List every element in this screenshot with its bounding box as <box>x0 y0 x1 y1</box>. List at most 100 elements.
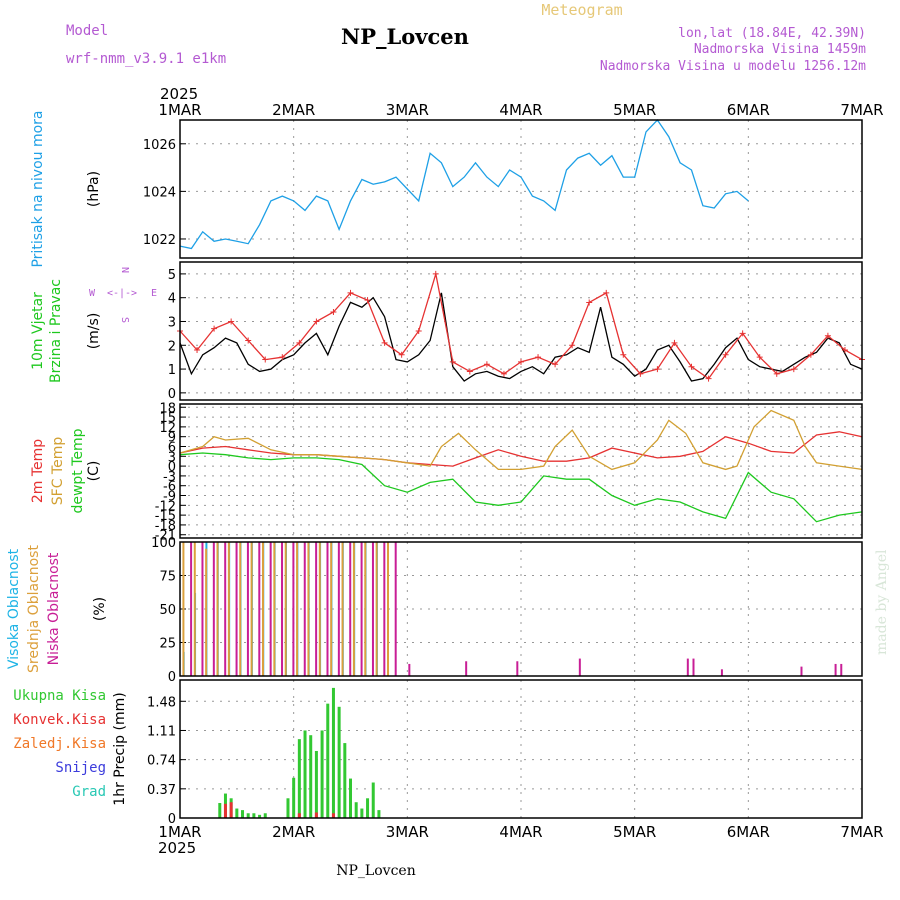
y-tick-label: 0 <box>168 670 176 685</box>
y-tick-label: -18 <box>155 519 176 534</box>
y-axis-unit: (hPa) <box>86 171 102 207</box>
y-tick-label: 2 <box>168 339 176 354</box>
srednja-oblacnost-bar <box>296 542 299 676</box>
model-elevation-label: Nadmorska Visina u modelu 1256.12m <box>600 59 866 74</box>
gust-point <box>637 370 644 377</box>
srednja-oblacnost-bar <box>341 542 344 676</box>
y-tick-label: 50 <box>159 603 176 618</box>
niska-oblacnost-bar <box>201 542 204 676</box>
credit-label: made by Angel <box>874 549 890 655</box>
legend-item: Snijeg <box>55 760 106 776</box>
niska-oblacnost-bar <box>578 658 581 676</box>
gust-point <box>620 351 627 358</box>
y-tick-label: 0.74 <box>147 754 176 769</box>
gust-point <box>756 354 763 361</box>
gust-point <box>449 358 456 365</box>
niska-oblacnost-bar <box>516 661 519 676</box>
y-axis-label: Pritisak na nivou mora <box>30 110 46 267</box>
compass-east: E <box>151 288 157 299</box>
srednja-oblacnost-bar <box>250 542 253 676</box>
dewpt-temp-line <box>179 452 863 523</box>
srednja-oblacnost-bar <box>387 542 390 676</box>
srednja-oblacnost-bar <box>239 542 242 676</box>
x-tick-label-bottom: 1MAR <box>158 823 201 841</box>
clouds-panel: 0 25 50 75 100 Visoka Oblacnost Srednja Oblacn… <box>6 536 863 685</box>
gust-point <box>347 289 354 296</box>
konvek-kisa-bar <box>314 812 318 818</box>
legend-item: Zaledj.Kisa <box>13 736 106 752</box>
srednja-oblacnost-bar <box>193 542 196 676</box>
ukupna-kisa-bar <box>246 813 250 818</box>
niska-oblacnost-bar <box>800 666 803 676</box>
compass-north: N <box>119 267 130 273</box>
y-tick-label: 5 <box>168 268 176 283</box>
lonlat-label: lon,lat (18.84E, 42.39N) <box>678 26 866 41</box>
niska-oblacnost-bar <box>269 542 272 676</box>
gust-point <box>296 339 303 346</box>
elevation-label: Nadmorska Visina 1459m <box>694 42 866 57</box>
compass-south: S <box>119 317 130 323</box>
gust-point <box>432 270 439 277</box>
niska-oblacnost-bar <box>258 542 261 676</box>
y-tick-label: 0.37 <box>147 783 176 798</box>
ukupna-kisa-bar <box>371 782 375 818</box>
panel-frame <box>179 403 863 539</box>
y-axis-unit: (m/s) <box>86 313 102 350</box>
konvek-kisa-bar <box>331 813 335 818</box>
gust-point <box>279 354 286 361</box>
ukupna-kisa-bar <box>241 810 245 818</box>
gust-point <box>518 358 524 365</box>
model-label: Model <box>66 23 108 39</box>
y-axis-label: 2m Temp <box>30 439 46 503</box>
x-tick-label-bottom: 2MAR <box>272 823 315 841</box>
compass-glyph: <-|-> <box>107 288 137 299</box>
gust-point <box>245 337 252 344</box>
ukupna-kisa-bar <box>263 813 267 818</box>
srednja-oblacnost-bar <box>307 542 310 676</box>
srednja-oblacnost-bar <box>364 542 367 676</box>
srednja-oblacnost-bar <box>284 542 287 676</box>
x-tick-label-bottom: 5MAR <box>613 823 656 841</box>
gust-point <box>671 339 678 346</box>
gust-point <box>705 375 712 382</box>
gust-point <box>466 368 473 375</box>
x-tick-label-bottom: 6MAR <box>727 823 770 841</box>
niska-oblacnost-bar <box>224 542 227 676</box>
gust-point <box>194 347 201 354</box>
ukupna-kisa-bar <box>360 808 364 818</box>
precip-panel: 0 0.37 0.74 1.11 1.48 Ukupna Kisa Konvek.Kisa Z… <box>13 679 863 827</box>
srednja-oblacnost-bar <box>227 542 230 676</box>
compass-west: W <box>89 288 96 299</box>
gust-point <box>483 361 490 368</box>
gust-point <box>807 351 814 358</box>
y-tick-label: -12 <box>155 499 176 514</box>
y-tick-label: 1.48 <box>147 695 176 710</box>
x-axis-year-top: 2025 <box>160 85 198 103</box>
x-tick-label-top: 5MAR <box>613 101 656 119</box>
niska-oblacnost-bar <box>246 542 249 676</box>
y-axis-label: 10m Vjetar <box>30 292 46 370</box>
legend-item: Grad <box>72 784 106 800</box>
pressure-panel: 1022 1024 1026 Pritisak na nivou mora (hPa) <box>30 110 863 268</box>
ukupna-kisa-bar <box>303 730 307 818</box>
gust-point <box>313 318 320 325</box>
ukupna-kisa-bar <box>314 750 318 818</box>
niska-oblacnost-bar <box>349 542 352 676</box>
niska-oblacnost-bar <box>686 658 689 676</box>
y-axis-label: Srednja Oblacnost <box>26 545 42 673</box>
panel-frame <box>179 679 863 819</box>
niska-oblacnost-bar <box>292 542 295 676</box>
y-tick-label: -3 <box>163 470 176 485</box>
niska-oblacnost-bar <box>281 542 284 676</box>
gust-point <box>398 351 405 358</box>
niska-oblacnost-bar <box>465 661 468 676</box>
y-axis-unit: (%) <box>92 597 108 621</box>
y-tick-label: 9 <box>168 431 176 446</box>
y-tick-label: 1.11 <box>147 724 176 739</box>
x-tick-label-top: 1MAR <box>158 101 201 119</box>
y-tick-label: 15 <box>159 411 176 426</box>
srednja-oblacnost-bar <box>216 542 219 676</box>
y-tick-label: -15 <box>155 509 176 524</box>
niska-oblacnost-bar <box>337 542 340 676</box>
